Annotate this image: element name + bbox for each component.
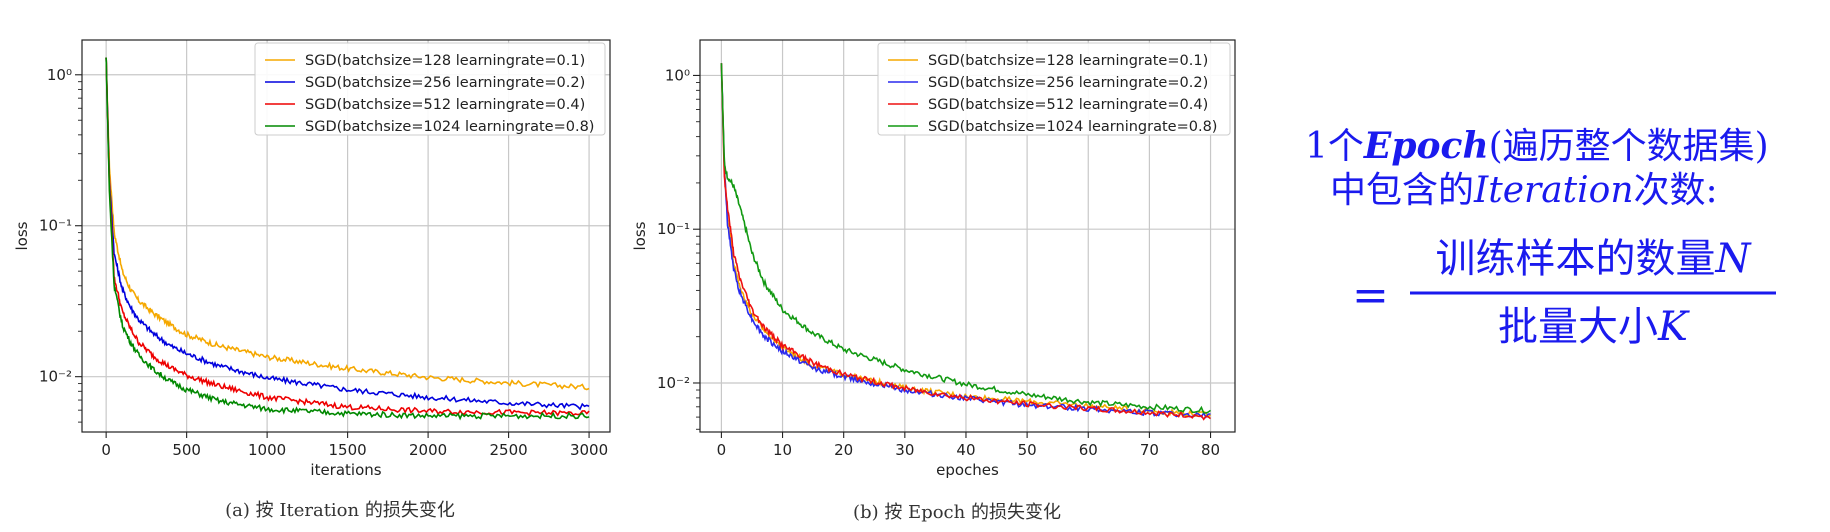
caption-epoches: (b) 按 Epoch 的损失变化 <box>853 502 1061 523</box>
plot-frame <box>81 39 611 433</box>
formula-line1-ge: 个 <box>1328 126 1364 167</box>
x-tick-label: 0 <box>101 441 111 459</box>
x-tick-label: 1000 <box>248 441 286 459</box>
formula-epoch: Epoch <box>1363 125 1489 167</box>
series-line-1 <box>105 57 590 391</box>
x-tick-label: 2500 <box>489 441 527 459</box>
x-tick-label: 80 <box>1201 441 1220 459</box>
formula-line1-num: 1 <box>1305 126 1328 167</box>
legend-label-4: SGD(batchsize=1024 learningrate=0.8) <box>305 119 594 135</box>
formula-iteration: Iteration <box>1473 170 1634 211</box>
formula-numerator: 训练样本的数量N <box>1436 236 1753 282</box>
series-line-4 <box>105 57 590 421</box>
legend-label-2: SGD(batchsize=256 learningrate=0.2) <box>928 75 1208 91</box>
legend-label-2: SGD(batchsize=256 learningrate=0.2) <box>305 75 585 91</box>
y-tick-label: 10⁻¹ <box>657 220 690 238</box>
formula-line2-pre: 中包含的 <box>1330 170 1474 211</box>
series-line-3 <box>720 63 1211 421</box>
formula-line1-paren: (遍历整个数据集) <box>1489 126 1769 167</box>
y-tick-label: 10⁻¹ <box>39 217 72 235</box>
series-line-4 <box>720 63 1211 414</box>
x-tick-label: 50 <box>1018 441 1037 459</box>
y-tick-label: 10⁻² <box>657 374 690 392</box>
legend: SGD(batchsize=128 learningrate=0.1) SGD(b… <box>877 42 1231 136</box>
series-line-2 <box>720 63 1211 419</box>
x-axis-label: iterations <box>310 461 381 479</box>
legend-label-4: SGD(batchsize=1024 learningrate=0.8) <box>928 119 1217 135</box>
series-line-2 <box>105 57 590 411</box>
chart-iterations: 0 500 1000 1500 2000 2500 3000 10⁰ 10⁻¹ 10⁻² itera… <box>13 39 611 479</box>
x-tick-label: 40 <box>956 441 975 459</box>
legend-label-1: SGD(batchsize=128 learningrate=0.1) <box>305 53 585 69</box>
y-tick-label: 10⁻² <box>39 368 72 386</box>
legend: SGD(batchsize=128 learningrate=0.1) SGD(b… <box>254 42 606 136</box>
formula-equals: = <box>1352 270 1389 321</box>
x-tick-label: 10 <box>773 441 792 459</box>
formula-denominator: 批量大小K <box>1498 304 1690 350</box>
x-tick-label: 0 <box>717 441 727 459</box>
x-tick-label: 3000 <box>570 441 608 459</box>
formula-line2: 中包含的Iteration次数: <box>1330 170 1718 211</box>
y-tick-label: 10⁰ <box>665 66 690 84</box>
x-axis-label: epoches <box>936 461 999 479</box>
chart-epoches: 0 10 20 30 40 50 60 70 80 10⁰ 10⁻¹ 10⁻² epoches loss S… <box>631 39 1236 479</box>
legend-label-3: SGD(batchsize=512 learningrate=0.4) <box>928 97 1208 113</box>
formula-block: 1个Epoch(遍历整个数据集) 中包含的Iteration次数: = 训练样本… <box>1305 125 1776 350</box>
y-axis-label: loss <box>631 221 649 250</box>
formula-line2-post: 次数: <box>1634 170 1718 211</box>
x-tick-label: 70 <box>1140 441 1159 459</box>
legend-box <box>254 42 606 136</box>
caption-iterations: (a) 按 Iteration 的损失变化 <box>225 500 455 521</box>
formula-numerator-text: 训练样本的数量 <box>1436 236 1716 282</box>
plot-frame <box>699 39 1236 433</box>
x-tick-label: 2000 <box>409 441 447 459</box>
x-tick-label: 500 <box>172 441 201 459</box>
formula-denominator-text: 批量大小 <box>1498 304 1658 350</box>
y-axis-label: loss <box>13 221 31 250</box>
formula-denominator-var: K <box>1657 304 1690 350</box>
formula-numerator-var: N <box>1715 236 1753 282</box>
legend-box <box>877 42 1231 136</box>
legend-label-3: SGD(batchsize=512 learningrate=0.4) <box>305 97 585 113</box>
x-tick-label: 30 <box>895 441 914 459</box>
legend-label-1: SGD(batchsize=128 learningrate=0.1) <box>928 53 1208 69</box>
y-tick-label: 10⁰ <box>47 66 72 84</box>
formula-line1: 1个Epoch(遍历整个数据集) <box>1305 125 1769 167</box>
x-tick-label: 60 <box>1079 441 1098 459</box>
x-tick-label: 20 <box>834 441 853 459</box>
x-tick-label: 1500 <box>329 441 367 459</box>
series-line-3 <box>105 57 590 417</box>
